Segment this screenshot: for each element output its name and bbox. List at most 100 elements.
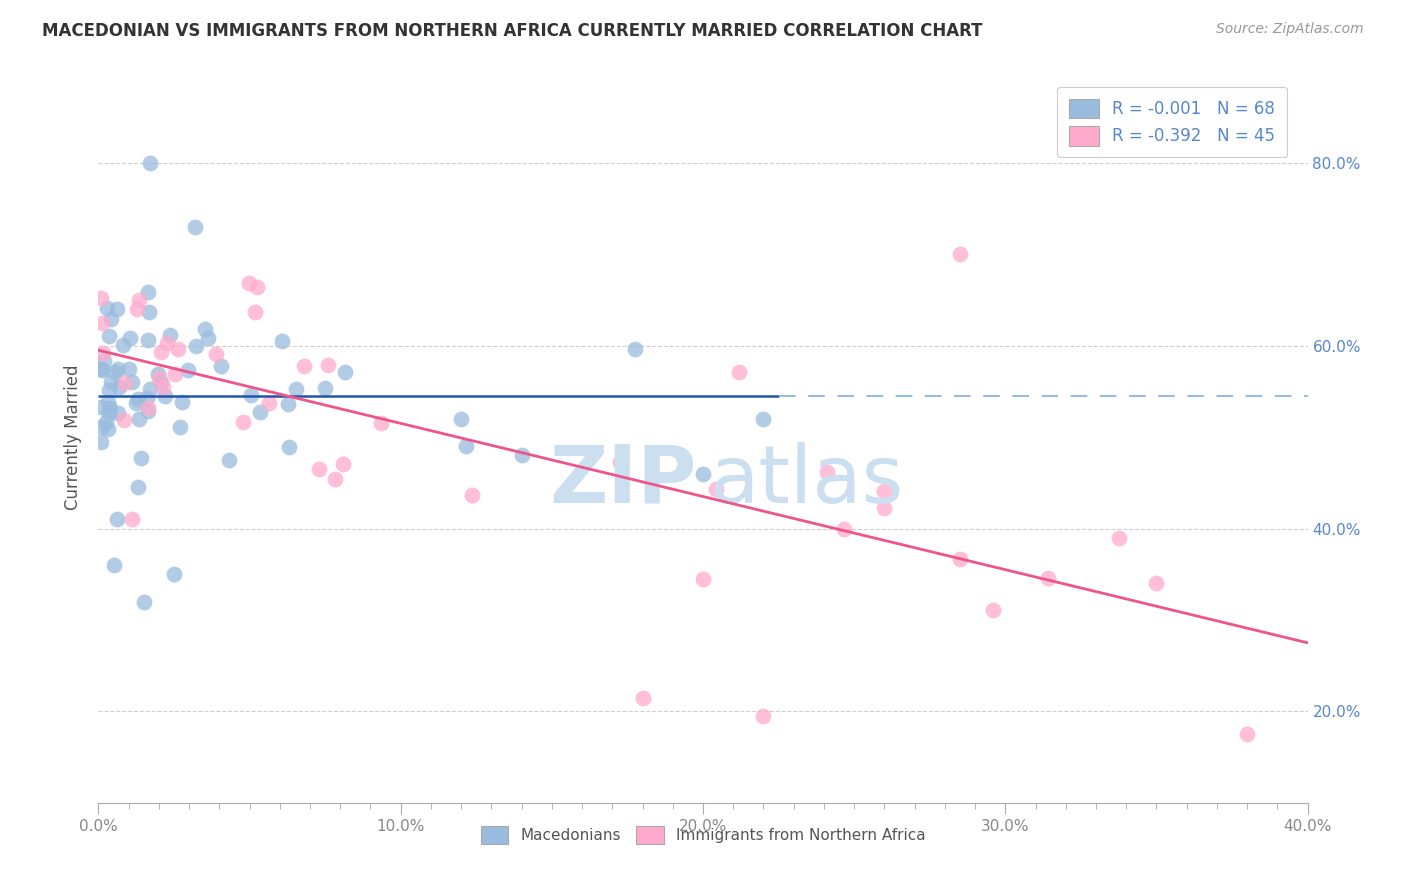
Text: atlas: atlas <box>709 442 904 520</box>
Point <box>456 439 478 453</box>
Point <box>98 401 121 415</box>
Point <box>165 367 187 381</box>
Text: ZIP: ZIP <box>550 442 697 520</box>
Point <box>148 371 170 385</box>
Point <box>1108 531 1130 545</box>
Point <box>832 523 855 537</box>
Text: MACEDONIAN VS IMMIGRANTS FROM NORTHERN AFRICA CURRENTLY MARRIED CORRELATION CHAR: MACEDONIAN VS IMMIGRANTS FROM NORTHERN A… <box>42 22 983 40</box>
Point <box>97 422 120 436</box>
Point <box>232 416 254 430</box>
Point <box>285 382 308 396</box>
Point <box>112 413 135 427</box>
Point <box>704 483 727 497</box>
Point <box>139 382 162 396</box>
Point <box>127 392 149 406</box>
Point <box>243 305 266 319</box>
Point <box>125 301 148 316</box>
Point <box>146 367 169 381</box>
Point <box>238 277 260 291</box>
Point <box>105 511 128 525</box>
Point <box>124 396 146 410</box>
Y-axis label: Currently Married: Currently Married <box>65 364 83 510</box>
Point <box>163 567 186 582</box>
Point <box>277 397 299 411</box>
Point <box>104 365 127 379</box>
Point <box>131 450 153 465</box>
Point <box>184 219 207 234</box>
Point <box>156 335 179 350</box>
Point <box>90 291 112 305</box>
Point <box>624 342 647 356</box>
Point <box>97 395 120 409</box>
Point <box>981 602 1004 616</box>
Point <box>308 462 330 476</box>
Point <box>159 328 181 343</box>
Point <box>209 359 232 374</box>
Point <box>90 361 112 376</box>
Point <box>91 345 114 359</box>
Point <box>107 406 129 420</box>
Point <box>609 455 631 469</box>
Point <box>318 358 340 372</box>
Point <box>90 363 112 377</box>
Text: Source: ZipAtlas.com: Source: ZipAtlas.com <box>1216 22 1364 37</box>
Point <box>1036 571 1059 585</box>
Point <box>169 420 191 434</box>
Point <box>949 247 972 261</box>
Point <box>155 389 177 403</box>
Point <box>118 331 141 345</box>
Point <box>197 331 219 345</box>
Point <box>149 344 172 359</box>
Point <box>136 391 159 405</box>
Point <box>323 472 346 486</box>
Point <box>461 488 484 502</box>
Point <box>949 552 972 566</box>
Point <box>631 690 654 705</box>
Point <box>139 155 162 169</box>
Point <box>194 322 217 336</box>
Point <box>249 405 271 419</box>
Point <box>152 380 174 394</box>
Point <box>246 280 269 294</box>
Point <box>450 412 472 426</box>
Point <box>752 412 775 426</box>
Point <box>90 400 112 414</box>
Point <box>873 500 896 515</box>
Point <box>105 302 128 317</box>
Point <box>94 415 117 429</box>
Point <box>107 361 129 376</box>
Point <box>370 416 392 430</box>
Point <box>100 375 122 389</box>
Point <box>97 406 120 420</box>
Point <box>218 453 240 467</box>
Point <box>692 572 714 586</box>
Point <box>292 359 315 373</box>
Point <box>90 435 112 450</box>
Point <box>278 440 301 454</box>
Point <box>114 376 136 390</box>
Point <box>138 305 160 319</box>
Point <box>138 404 160 418</box>
Point <box>1144 576 1167 591</box>
Point <box>100 311 122 326</box>
Point <box>205 347 228 361</box>
Point <box>98 384 121 398</box>
Point <box>240 388 263 402</box>
Point <box>270 334 292 348</box>
Point <box>335 365 357 379</box>
Point <box>136 333 159 347</box>
Point <box>177 363 200 377</box>
Point <box>332 458 354 472</box>
Point <box>121 376 143 390</box>
Point <box>172 394 194 409</box>
Point <box>150 375 173 389</box>
Point <box>91 316 114 330</box>
Legend: Macedonians, Immigrants from Northern Africa: Macedonians, Immigrants from Northern Af… <box>474 820 932 850</box>
Point <box>873 484 896 499</box>
Point <box>121 512 143 526</box>
Point <box>103 558 125 573</box>
Point <box>112 338 135 352</box>
Point <box>136 285 159 299</box>
Point <box>132 594 155 608</box>
Point <box>257 396 280 410</box>
